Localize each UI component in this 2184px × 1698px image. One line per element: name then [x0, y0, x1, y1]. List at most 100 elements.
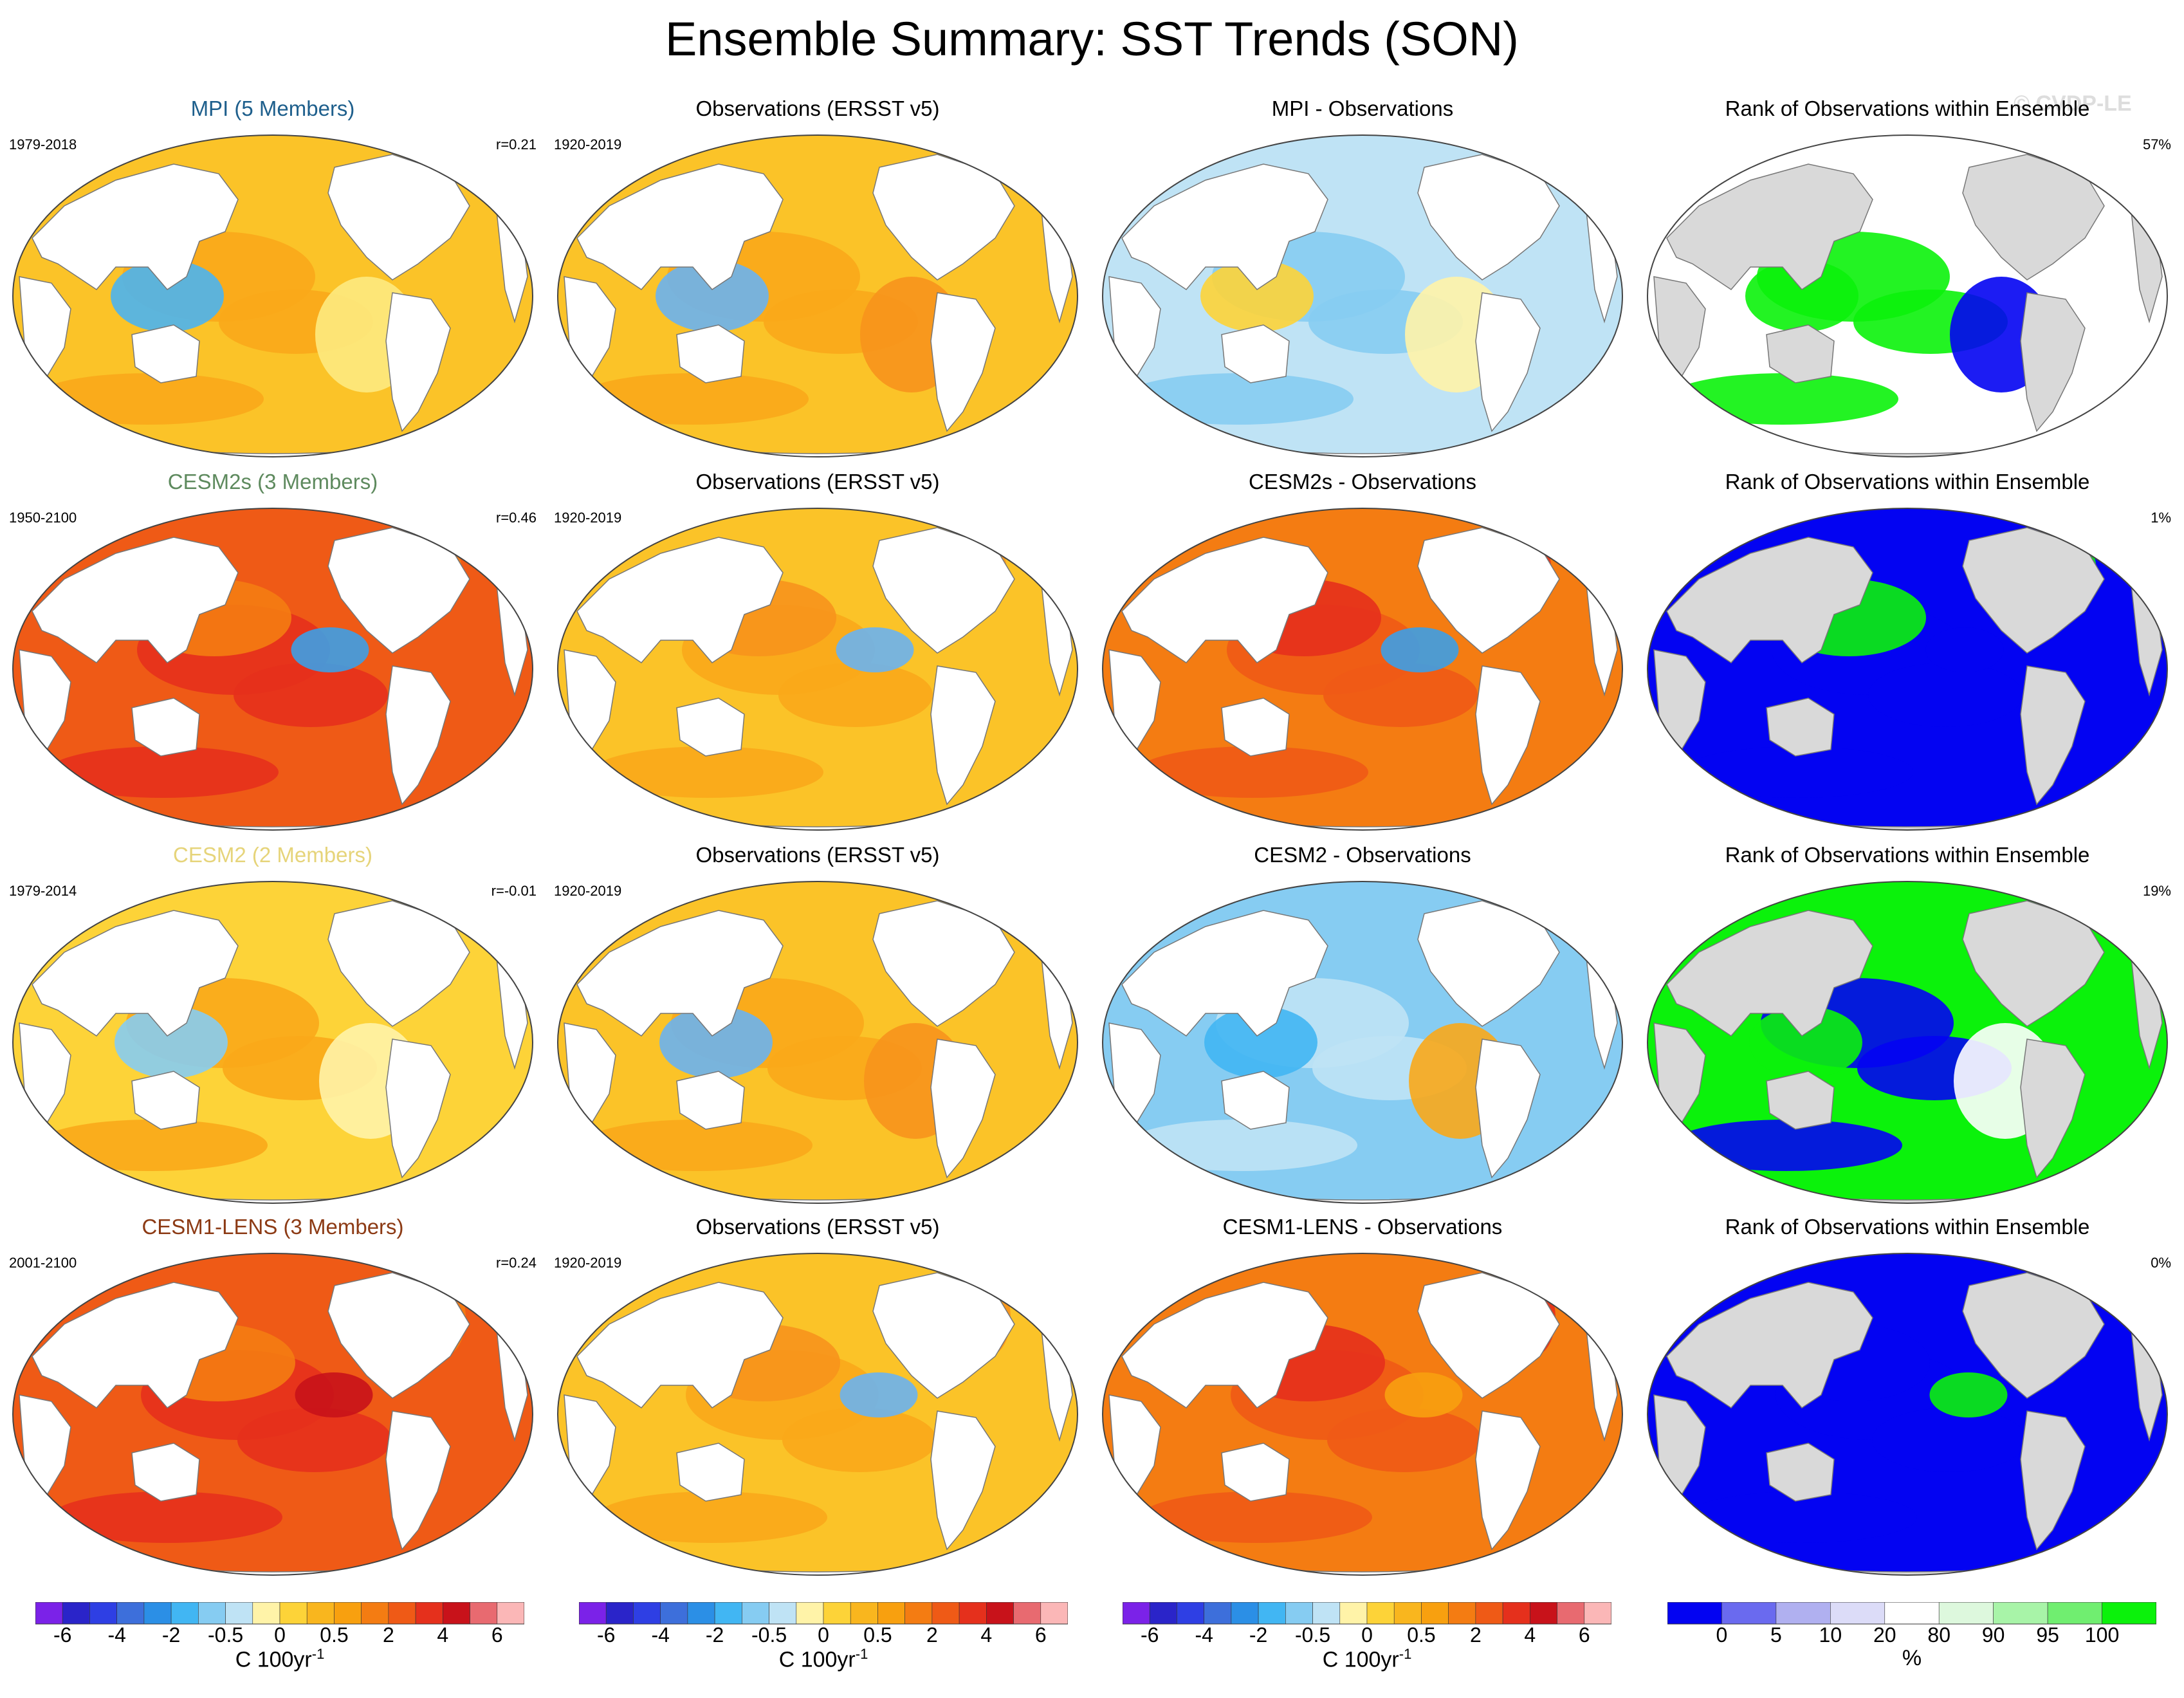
landmass — [131, 1071, 200, 1130]
landmass — [1766, 1443, 1835, 1502]
anomaly-region — [36, 1120, 268, 1171]
colorbar-box — [1776, 1601, 1831, 1625]
colorbar-units-text: C 100yr — [1322, 1647, 1399, 1672]
colorbar-units-exponent: -1 — [855, 1646, 868, 1662]
colorbar-box — [1122, 1601, 1150, 1625]
colorbar-box — [1177, 1601, 1204, 1625]
anomaly-region — [778, 663, 933, 727]
world-map — [12, 881, 533, 1204]
anomaly-region — [111, 260, 224, 332]
world-map — [557, 134, 1078, 457]
colorbar-box — [225, 1601, 253, 1625]
anomaly-region — [581, 1120, 812, 1171]
world-map — [1102, 134, 1623, 457]
map-border — [557, 881, 1078, 1204]
colorbar-tick-label: -2 — [162, 1623, 180, 1646]
colorbar-box — [443, 1601, 470, 1625]
landmass — [2020, 292, 2086, 432]
anomaly-region — [782, 1408, 937, 1472]
anomaly-region — [1749, 1006, 1862, 1078]
anomaly-region — [840, 1372, 918, 1417]
map-border — [12, 134, 533, 457]
landmass — [2020, 665, 2086, 806]
map-field — [13, 881, 533, 1203]
panel-period: 1979-2018 — [9, 136, 77, 152]
colorbar-box — [497, 1601, 525, 1625]
colorbar-box — [1366, 1601, 1395, 1625]
panel-title: Observations (ERSST v5) — [695, 470, 940, 494]
anomaly-region — [1384, 1372, 1463, 1417]
colorbar-tick-label: 95 — [2036, 1623, 2059, 1646]
anomaly-region — [234, 663, 388, 727]
landmass — [1766, 697, 1835, 757]
landmass — [32, 163, 239, 290]
landmass — [32, 910, 239, 1037]
panel-title: CESM1-LENS (3 Members) — [142, 1215, 404, 1239]
panel-diff-row1: MPI - Observations — [1090, 97, 1635, 470]
colorbar-tick-label: 6 — [1035, 1623, 1047, 1646]
colorbar-box — [1502, 1601, 1530, 1625]
anomaly-region — [1126, 1120, 1357, 1171]
panel-period: 1920-2019 — [554, 510, 622, 526]
map-field — [13, 1253, 533, 1575]
anomaly-region — [659, 1006, 773, 1078]
panel-rank-percent: 57% — [2142, 136, 2171, 152]
colorbar-box — [62, 1601, 90, 1625]
colorbar-tick-label: 20 — [1873, 1623, 1896, 1646]
colorbar-box — [1475, 1601, 1503, 1625]
colorbar-box — [986, 1601, 1014, 1625]
map-border — [1647, 508, 2168, 831]
panel-correlation: r=0.24 — [496, 1255, 537, 1271]
map-border — [557, 508, 1078, 831]
colorbar-box — [1884, 1601, 1940, 1625]
landmass — [1666, 163, 1873, 290]
colorbar-box — [170, 1601, 199, 1625]
panel-title: Rank of Observations within Ensemble — [1725, 1215, 2090, 1239]
colorbar-box — [1557, 1601, 1585, 1625]
colorbar-tick-label: 4 — [1524, 1623, 1536, 1646]
map-field — [1647, 1253, 2167, 1575]
panel-title: Observations (ERSST v5) — [695, 1215, 940, 1239]
world-map — [1102, 881, 1623, 1204]
colorbar-tick-label: -0.5 — [751, 1623, 787, 1646]
colorbar-box — [714, 1601, 742, 1625]
colorbar-box — [877, 1601, 905, 1625]
colorbar-svg: 0 5 10 20 80 90 95 100 — [1667, 1601, 2157, 1647]
anomaly-region — [1872, 1408, 2026, 1472]
landmass — [385, 1410, 451, 1551]
map-border — [557, 134, 1078, 457]
colorbar-box — [1938, 1601, 1994, 1625]
colorbar-box — [633, 1601, 661, 1625]
map-field — [1647, 508, 2167, 830]
anomaly-region — [115, 1006, 228, 1078]
map-border — [12, 508, 533, 831]
landmass — [385, 1038, 451, 1179]
colorbar-tick-label: -0.5 — [1295, 1623, 1330, 1646]
panel-title: Observations (ERSST v5) — [695, 843, 940, 867]
colorbar-tick-label: 0 — [1361, 1623, 1373, 1646]
landmass — [930, 1038, 996, 1179]
colorbar-box — [904, 1601, 933, 1625]
world-map — [1647, 508, 2168, 831]
world-map — [557, 881, 1078, 1204]
colorbar-tick-label: 6 — [1579, 1623, 1590, 1646]
panel-title: CESM1-LENS - Observations — [1222, 1215, 1503, 1239]
panel-title: CESM2s (3 Members) — [167, 470, 378, 494]
landmass — [385, 292, 451, 432]
map-field — [1103, 135, 1622, 457]
colorbar-svg: -6 -4 -2 -0.5 0 0.5 2 4 6 — [1122, 1601, 1612, 1647]
map-border — [1102, 1253, 1623, 1576]
landmass — [1666, 1282, 1873, 1408]
landmass — [1121, 163, 1328, 290]
colorbar-box — [89, 1601, 117, 1625]
colorbar-box — [796, 1601, 824, 1625]
panel-obs-row2: Observations (ERSST v5) 1920-2019 — [545, 470, 1090, 843]
colorbar-box — [1258, 1601, 1286, 1625]
colorbar-tick-label: 0.5 — [1407, 1623, 1435, 1646]
colorbar-box — [959, 1601, 987, 1625]
anomaly-region — [295, 1372, 373, 1417]
colorbar-tick-label: 100 — [2085, 1623, 2119, 1646]
landmass — [1475, 665, 1541, 806]
panel-period: 1950-2100 — [9, 510, 77, 526]
colorbar-tick-label: 90 — [1982, 1623, 2005, 1646]
